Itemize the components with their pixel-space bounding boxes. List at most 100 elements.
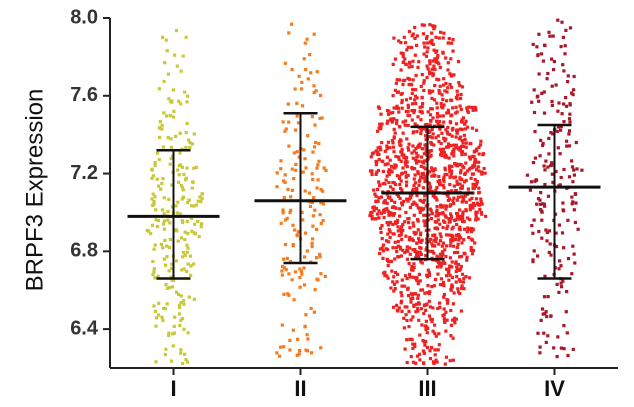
data-point bbox=[532, 218, 536, 222]
data-point bbox=[453, 319, 457, 323]
data-point bbox=[458, 279, 462, 283]
data-point bbox=[411, 342, 415, 346]
data-point bbox=[417, 179, 421, 183]
data-point bbox=[452, 73, 456, 77]
data-point bbox=[395, 104, 399, 108]
data-point bbox=[446, 68, 450, 72]
data-point bbox=[416, 296, 420, 300]
data-point bbox=[404, 175, 408, 179]
data-point bbox=[570, 202, 574, 206]
data-point bbox=[430, 211, 434, 216]
data-point bbox=[433, 233, 437, 237]
data-point bbox=[456, 93, 460, 97]
data-point bbox=[395, 220, 399, 224]
data-point bbox=[547, 250, 551, 254]
data-point bbox=[387, 213, 391, 217]
data-point bbox=[440, 105, 444, 109]
data-point bbox=[428, 357, 433, 361]
data-point bbox=[559, 346, 563, 350]
data-point bbox=[388, 235, 392, 240]
data-point bbox=[568, 112, 572, 116]
data-point bbox=[425, 331, 429, 335]
data-point bbox=[477, 160, 481, 164]
data-point bbox=[414, 73, 418, 78]
data-point bbox=[554, 231, 558, 235]
data-point bbox=[555, 129, 559, 133]
data-point bbox=[460, 127, 464, 131]
data-point bbox=[383, 182, 387, 186]
data-point bbox=[460, 118, 464, 122]
y-axis-ticks: 6.46.87.27.68.0 bbox=[70, 6, 110, 339]
data-point bbox=[449, 57, 453, 61]
data-point bbox=[386, 276, 390, 280]
data-point bbox=[185, 166, 189, 170]
data-point bbox=[427, 228, 431, 232]
data-point bbox=[483, 171, 487, 175]
data-point bbox=[282, 196, 286, 200]
data-point bbox=[425, 75, 429, 80]
data-point bbox=[388, 146, 392, 150]
data-point bbox=[422, 207, 426, 211]
data-point bbox=[172, 109, 176, 113]
data-point bbox=[390, 198, 394, 202]
data-point bbox=[475, 128, 479, 132]
data-point bbox=[192, 204, 196, 208]
data-point bbox=[153, 195, 157, 199]
data-point bbox=[423, 167, 427, 171]
data-point bbox=[440, 131, 444, 135]
data-point bbox=[396, 106, 401, 110]
data-point bbox=[384, 178, 388, 182]
data-point bbox=[445, 274, 449, 278]
data-point bbox=[194, 203, 198, 207]
data-point bbox=[416, 306, 420, 310]
data-point bbox=[428, 135, 432, 139]
data-point bbox=[422, 361, 426, 365]
data-point bbox=[455, 198, 459, 202]
data-point bbox=[431, 132, 435, 136]
data-point bbox=[425, 64, 429, 68]
data-point bbox=[388, 168, 392, 172]
data-point bbox=[314, 140, 318, 145]
data-point bbox=[410, 237, 414, 241]
data-point bbox=[275, 351, 279, 355]
data-point bbox=[452, 291, 456, 295]
data-point bbox=[422, 23, 426, 27]
data-point bbox=[391, 145, 396, 149]
data-point bbox=[442, 295, 446, 299]
data-point bbox=[437, 36, 441, 40]
data-point bbox=[538, 202, 542, 206]
data-point bbox=[153, 161, 157, 165]
data-point bbox=[431, 244, 435, 248]
data-point bbox=[390, 164, 394, 168]
data-point bbox=[295, 150, 299, 154]
data-point bbox=[539, 318, 543, 322]
data-point bbox=[288, 260, 292, 264]
data-point bbox=[448, 132, 452, 137]
data-point bbox=[471, 201, 476, 205]
data-point bbox=[550, 103, 554, 107]
data-point bbox=[565, 331, 569, 335]
data-point bbox=[404, 62, 408, 67]
data-point bbox=[152, 202, 156, 206]
data-point bbox=[545, 239, 549, 243]
data-point bbox=[391, 62, 395, 66]
data-point bbox=[298, 267, 302, 271]
data-point bbox=[552, 346, 556, 350]
data-point bbox=[471, 108, 475, 112]
data-point bbox=[409, 318, 413, 322]
data-point bbox=[407, 309, 411, 313]
data-point bbox=[457, 217, 462, 221]
data-point bbox=[423, 45, 427, 49]
data-point bbox=[382, 210, 386, 214]
data-point bbox=[171, 332, 175, 336]
data-point bbox=[428, 185, 433, 189]
data-point bbox=[428, 40, 432, 44]
data-point bbox=[423, 143, 427, 147]
data-point bbox=[389, 185, 393, 189]
data-point bbox=[436, 54, 440, 58]
data-point bbox=[393, 57, 398, 61]
data-point bbox=[283, 129, 287, 133]
data-point bbox=[554, 169, 558, 174]
data-point bbox=[157, 158, 161, 162]
data-point bbox=[464, 145, 468, 149]
